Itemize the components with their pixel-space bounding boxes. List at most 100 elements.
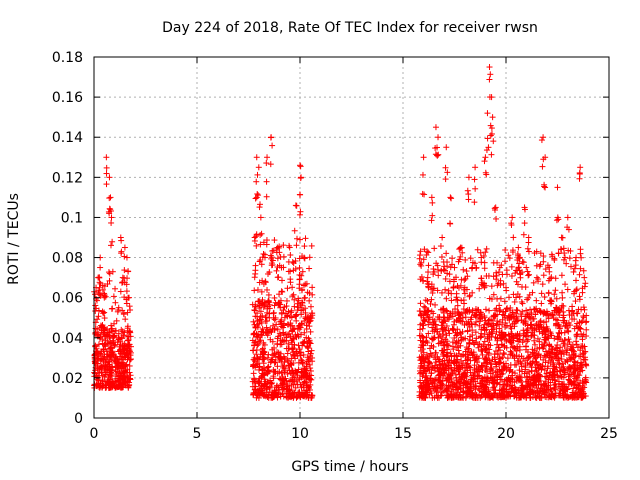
- data-point: [421, 191, 428, 198]
- data-point: [257, 257, 264, 264]
- data-point: [251, 321, 258, 328]
- data-point: [299, 339, 306, 346]
- data-point: [488, 130, 495, 137]
- data-point: [93, 349, 100, 356]
- data-point: [104, 363, 111, 370]
- data-point: [579, 289, 586, 296]
- data-point: [257, 214, 264, 221]
- data-point: [285, 258, 292, 265]
- data-point: [95, 313, 102, 320]
- data-point: [276, 375, 283, 382]
- data-points: [91, 64, 590, 401]
- data-point: [127, 307, 134, 314]
- data-point: [482, 306, 489, 313]
- data-point: [267, 161, 274, 168]
- data-point: [506, 294, 513, 301]
- data-point: [267, 134, 274, 141]
- data-point: [112, 285, 119, 292]
- data-point: [108, 214, 115, 221]
- data-point: [293, 394, 300, 401]
- data-point: [294, 304, 301, 311]
- data-point: [123, 300, 130, 307]
- data-point: [435, 272, 442, 279]
- data-point: [119, 384, 126, 391]
- data-point: [443, 250, 450, 257]
- data-point: [573, 338, 580, 345]
- data-point: [309, 284, 316, 291]
- data-point: [250, 370, 257, 377]
- data-point: [484, 110, 491, 117]
- data-point: [269, 142, 276, 149]
- data-point: [441, 263, 448, 270]
- data-point: [460, 266, 467, 273]
- data-point: [576, 293, 583, 300]
- data-point: [515, 244, 522, 251]
- data-point: [572, 277, 579, 284]
- data-point: [288, 339, 295, 346]
- data-point: [96, 291, 103, 298]
- data-point: [103, 154, 110, 161]
- data-point: [297, 162, 303, 169]
- data-point: [304, 382, 311, 389]
- x-tick-label: 0: [90, 426, 99, 442]
- data-point: [533, 274, 540, 281]
- data-point: [252, 270, 259, 277]
- data-point: [520, 259, 527, 266]
- data-point: [301, 243, 308, 250]
- data-point: [276, 291, 283, 298]
- data-point: [94, 365, 101, 372]
- data-point: [552, 287, 559, 294]
- data-point: [511, 298, 518, 305]
- data-point: [293, 202, 300, 209]
- x-tick-labels: 0 5 10 15 20 25: [90, 426, 618, 442]
- data-point: [97, 380, 104, 387]
- y-tick-label: 0.16: [52, 90, 83, 106]
- data-point: [308, 372, 315, 379]
- data-point: [256, 204, 263, 211]
- data-point: [484, 135, 491, 142]
- data-point: [437, 243, 444, 250]
- data-point: [510, 291, 517, 298]
- data-point: [554, 184, 561, 191]
- data-point: [270, 373, 277, 380]
- data-point: [487, 132, 494, 139]
- data-point: [297, 208, 304, 215]
- data-point: [112, 359, 119, 366]
- data-point: [121, 275, 128, 282]
- data-point: [538, 290, 545, 297]
- data-point: [461, 300, 468, 307]
- data-point: [251, 375, 258, 382]
- data-point: [94, 353, 101, 360]
- data-point: [95, 289, 102, 296]
- data-point: [93, 373, 100, 380]
- data-point: [461, 277, 468, 284]
- data-point: [260, 250, 267, 257]
- data-point: [447, 194, 454, 201]
- data-point: [466, 336, 473, 343]
- data-point: [106, 329, 113, 336]
- data-point: [123, 361, 130, 368]
- data-point: [118, 237, 125, 244]
- data-point: [482, 154, 489, 161]
- data-point: [298, 311, 305, 318]
- data-point: [490, 138, 497, 145]
- data-point: [121, 294, 128, 301]
- data-point: [517, 274, 524, 281]
- data-point: [295, 366, 302, 373]
- data-point: [525, 272, 532, 279]
- data-point: [126, 356, 133, 363]
- data-point: [104, 338, 111, 345]
- data-point: [277, 304, 284, 311]
- data-point: [533, 262, 540, 269]
- data-point: [581, 274, 588, 281]
- data-point: [121, 253, 128, 260]
- y-tick-label: 0.06: [52, 291, 83, 307]
- data-point: [493, 322, 500, 329]
- data-point: [443, 144, 450, 151]
- data-point: [293, 317, 300, 324]
- data-point: [487, 71, 494, 78]
- data-point: [525, 239, 532, 246]
- data-point: [559, 234, 566, 241]
- data-point: [106, 174, 113, 181]
- data-point: [271, 294, 278, 301]
